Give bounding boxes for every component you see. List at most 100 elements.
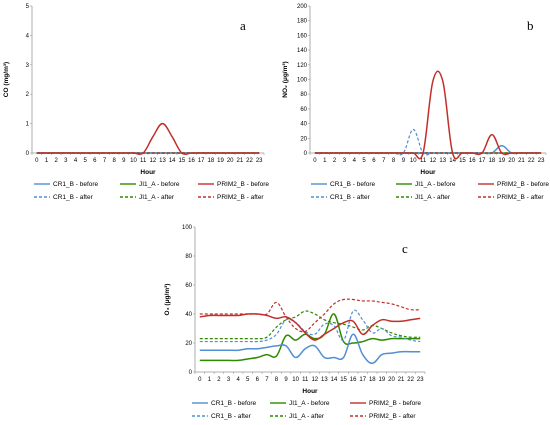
- x-tick-label: 11: [420, 158, 427, 164]
- x-tick-label: 15: [178, 158, 185, 164]
- x-tick-labels: 0 1 2 3 4 5 6 7 8 9 10 11 12 13 14 15 16 17 18 19 20 21 22 23: [31, 153, 265, 164]
- x-tick-label: 16: [350, 377, 357, 383]
- legend-item: CR1_B - after: [34, 194, 94, 201]
- legend-item: PRIM2_B - before: [478, 181, 549, 188]
- x-tick-label: 19: [217, 158, 224, 164]
- legend-label: CR1_B - after: [330, 194, 371, 201]
- x-tick-label: 6: [93, 158, 97, 164]
- legend-label: JI1_A - before: [289, 400, 330, 407]
- panel-label: b: [527, 18, 534, 33]
- x-axis-title: Hour: [302, 388, 318, 395]
- y-tick-label: 100: [297, 78, 308, 84]
- legend-label: PRIM2_B - before: [497, 181, 549, 188]
- x-tick-labels: 0 1 2 3 4 5 6 7 8 9 10 11 12 13 14 15 16 17 18 19 20 21 22 23: [194, 372, 426, 383]
- x-tick-label: 12: [430, 158, 437, 164]
- y-tick-label: 0: [189, 370, 193, 376]
- x-tick-label: 4: [236, 377, 240, 383]
- y-tick-label: 1: [26, 122, 30, 128]
- x-tick-labels: 0 1 2 3 4 5 6 7 8 9 10 11 12 13 14 15 16 17 18 19 20 21 22 23: [309, 153, 547, 164]
- y-tick-label: 3: [26, 63, 30, 69]
- x-tick-label: 5: [83, 158, 87, 164]
- x-tick-label: 0: [198, 377, 202, 383]
- y-tick-label: 2: [26, 92, 30, 98]
- x-tick-label: 5: [362, 158, 366, 164]
- x-tick-label: 13: [321, 377, 328, 383]
- x-tick-label: 19: [498, 158, 505, 164]
- legend-label: JI1_A - after: [139, 194, 175, 201]
- x-tick-label: 21: [518, 158, 525, 164]
- series-line-prim2-b-before: [314, 70, 542, 160]
- x-tick-label: 4: [353, 158, 357, 164]
- legend-item: PRIM2_B - before: [198, 181, 269, 188]
- x-tick-label: 21: [236, 158, 243, 164]
- x-tick-label: 8: [392, 158, 396, 164]
- x-tick-label: 22: [246, 158, 253, 164]
- series-lines: [199, 298, 421, 365]
- x-tick-label: 3: [227, 377, 231, 383]
- series-line-cr1-b-after: [314, 128, 542, 156]
- x-tick-label: 22: [528, 158, 535, 164]
- x-tick-label: 11: [302, 377, 309, 383]
- x-tick-label: 3: [343, 158, 347, 164]
- x-tick-label: 7: [382, 158, 386, 164]
- legend-item: PRIM2_B - after: [478, 194, 544, 201]
- y-tick-label: 20: [185, 341, 192, 347]
- y-tick-label: 80: [300, 92, 307, 98]
- x-tick-label: 16: [188, 158, 195, 164]
- x-tick-label: 16: [469, 158, 476, 164]
- legend-label: CR1_B - before: [53, 181, 99, 188]
- x-tick-label: 7: [103, 158, 107, 164]
- y-tick-label: 20: [300, 136, 307, 142]
- series-line-prim2-b-before: [199, 313, 421, 341]
- legend-item: JI1_A - before: [396, 181, 456, 188]
- x-tick-label: 23: [538, 158, 545, 164]
- x-tick-label: 14: [449, 158, 456, 164]
- x-tick-label: 0: [313, 158, 317, 164]
- legend-item: JI1_A - after: [120, 194, 175, 201]
- x-tick-label: 9: [122, 158, 126, 164]
- series-lines: [314, 70, 542, 160]
- x-tick-label: 18: [207, 158, 214, 164]
- x-tick-label: 12: [311, 377, 318, 383]
- legend-label: PRIM2_B - after: [497, 194, 544, 201]
- y-tick-labels: 0 1 2 3 4 5: [26, 4, 32, 157]
- y-tick-labels: 0 20 40 60 80 100: [182, 225, 195, 376]
- legend-item: PRIM2_B - after: [350, 413, 416, 420]
- legend-label: CR1_B - before: [330, 181, 376, 188]
- legend-item: CR1_B - before: [311, 181, 376, 188]
- x-tick-label: 6: [256, 377, 260, 383]
- y-tick-label: 80: [185, 254, 192, 260]
- x-tick-label: 1: [323, 158, 327, 164]
- y-tick-label: 100: [182, 225, 193, 231]
- legend-item: CR1_B - before: [192, 400, 257, 407]
- legend-item: CR1_B - before: [34, 181, 99, 188]
- x-tick-label: 0: [35, 158, 39, 164]
- x-tick-label: 17: [359, 377, 366, 383]
- y-tick-label: 5: [26, 4, 30, 10]
- legend-item: JI1_A - after: [396, 194, 451, 201]
- series-line-cr1-b-after: [199, 309, 421, 343]
- y-tick-label: 0: [26, 151, 30, 157]
- panel-label: a: [240, 18, 246, 33]
- series-lines: [36, 122, 260, 156]
- x-tick-label: 14: [331, 377, 338, 383]
- y-tick-label: 40: [300, 122, 307, 128]
- legend-item: CR1_B - after: [192, 413, 252, 420]
- x-tick-label: 8: [112, 158, 116, 164]
- y-axis-title: O₃ (μg/m³): [164, 284, 171, 316]
- series-line-prim2-b-before: [36, 122, 260, 156]
- x-tick-label: 10: [292, 377, 299, 383]
- legend-item: JI1_A - after: [270, 413, 325, 420]
- x-tick-label: 2: [217, 377, 221, 383]
- x-tick-label: 2: [54, 158, 58, 164]
- y-tick-label: 40: [185, 312, 192, 318]
- legend-label: CR1_B - after: [211, 413, 252, 420]
- series-line-ji1-a-before: [199, 313, 421, 362]
- x-tick-label: 1: [208, 377, 212, 383]
- x-tick-label: 15: [459, 158, 466, 164]
- y-tick-label: 120: [297, 63, 308, 69]
- y-tick-label: 140: [297, 48, 308, 54]
